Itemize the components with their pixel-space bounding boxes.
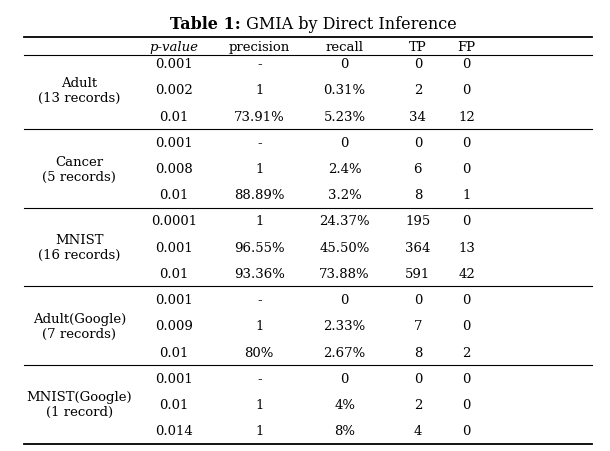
Text: 5.23%: 5.23%: [323, 110, 366, 123]
Text: FP: FP: [458, 41, 476, 54]
Text: Table 1:: Table 1:: [170, 16, 241, 33]
Text: 0: 0: [462, 215, 471, 228]
Text: 2: 2: [414, 398, 422, 411]
Text: 0.001: 0.001: [155, 241, 193, 254]
Text: 364: 364: [405, 241, 431, 254]
Text: 2: 2: [414, 84, 422, 97]
Text: 4%: 4%: [334, 398, 355, 411]
Text: 195: 195: [405, 215, 431, 228]
Text: Cancer
(5 records): Cancer (5 records): [42, 155, 117, 183]
Text: 3.2%: 3.2%: [328, 189, 362, 202]
Text: p-value: p-value: [149, 41, 198, 54]
Text: 0: 0: [414, 137, 422, 149]
Text: 2.67%: 2.67%: [323, 346, 366, 359]
Text: TP: TP: [409, 41, 427, 54]
Text: 7: 7: [414, 320, 422, 332]
Text: -: -: [257, 58, 262, 71]
Text: 0.01: 0.01: [159, 267, 188, 280]
Text: 0.001: 0.001: [155, 58, 193, 71]
Text: 0: 0: [462, 398, 471, 411]
Text: 0.31%: 0.31%: [323, 84, 366, 97]
Text: 0: 0: [462, 58, 471, 71]
Text: 0.0001: 0.0001: [151, 215, 197, 228]
Text: 8%: 8%: [334, 424, 355, 437]
Text: 1: 1: [255, 320, 264, 332]
Text: 0: 0: [414, 58, 422, 71]
Text: 8: 8: [414, 346, 422, 359]
Text: 96.55%: 96.55%: [234, 241, 284, 254]
Text: Adult
(13 records): Adult (13 records): [38, 77, 121, 105]
Text: 0: 0: [462, 320, 471, 332]
Text: 0: 0: [462, 163, 471, 175]
Text: GMIA by Direct Inference: GMIA by Direct Inference: [241, 16, 457, 33]
Text: 24.37%: 24.37%: [320, 215, 370, 228]
Text: 0.001: 0.001: [155, 137, 193, 149]
Text: 1: 1: [462, 189, 471, 202]
Text: 0.014: 0.014: [155, 424, 193, 437]
Text: 93.36%: 93.36%: [234, 267, 285, 280]
Text: 0.002: 0.002: [155, 84, 193, 97]
Text: 6: 6: [414, 163, 422, 175]
Text: 0: 0: [462, 84, 471, 97]
Text: -: -: [257, 372, 262, 385]
Text: -: -: [257, 137, 262, 149]
Text: 0.009: 0.009: [155, 320, 193, 332]
Text: 0: 0: [340, 372, 349, 385]
Text: 12: 12: [458, 110, 475, 123]
Text: 73.88%: 73.88%: [320, 267, 370, 280]
Text: 0: 0: [462, 137, 471, 149]
Text: MNIST
(16 records): MNIST (16 records): [38, 234, 121, 262]
Text: Adult(Google)
(7 records): Adult(Google) (7 records): [33, 312, 126, 340]
Text: 0.01: 0.01: [159, 346, 188, 359]
Text: 0: 0: [462, 294, 471, 306]
Text: 13: 13: [458, 241, 475, 254]
Text: 1: 1: [255, 84, 264, 97]
Text: 0.001: 0.001: [155, 372, 193, 385]
Text: 1: 1: [255, 424, 264, 437]
Text: 1: 1: [255, 215, 264, 228]
Text: 0: 0: [414, 294, 422, 306]
Text: 0: 0: [414, 372, 422, 385]
Text: 0: 0: [340, 137, 349, 149]
Text: MNIST(Google)
(1 record): MNIST(Google) (1 record): [26, 391, 132, 419]
Text: -: -: [257, 294, 262, 306]
Text: 0: 0: [462, 424, 471, 437]
Text: 88.89%: 88.89%: [234, 189, 284, 202]
Text: 1: 1: [255, 163, 264, 175]
Text: precision: precision: [229, 41, 290, 54]
Text: 8: 8: [414, 189, 422, 202]
Text: 73.91%: 73.91%: [234, 110, 285, 123]
Text: 45.50%: 45.50%: [320, 241, 370, 254]
Text: 1: 1: [255, 398, 264, 411]
Text: 2.4%: 2.4%: [328, 163, 362, 175]
Text: 0.001: 0.001: [155, 294, 193, 306]
Text: 4: 4: [414, 424, 422, 437]
Text: 0: 0: [462, 372, 471, 385]
Text: recall: recall: [326, 41, 364, 54]
Text: 591: 591: [405, 267, 431, 280]
Text: 2: 2: [462, 346, 471, 359]
Text: 0.01: 0.01: [159, 398, 188, 411]
Text: 42: 42: [458, 267, 475, 280]
Text: 34: 34: [409, 110, 426, 123]
Text: 2.33%: 2.33%: [323, 320, 366, 332]
Text: 0: 0: [340, 294, 349, 306]
Text: 0.01: 0.01: [159, 189, 188, 202]
Text: 0.01: 0.01: [159, 110, 188, 123]
Text: 0: 0: [340, 58, 349, 71]
Text: 80%: 80%: [245, 346, 274, 359]
Text: 0.008: 0.008: [155, 163, 193, 175]
